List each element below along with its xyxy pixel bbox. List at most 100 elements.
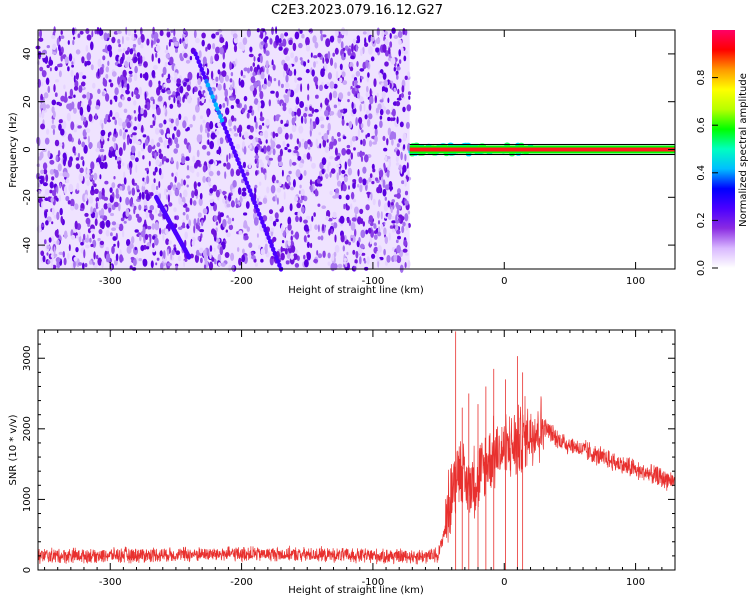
noise-speck <box>41 201 44 209</box>
noise-speck <box>333 251 337 257</box>
noise-speck <box>167 248 169 256</box>
noise-speck <box>44 137 50 145</box>
noise-speck <box>264 130 269 139</box>
noise-speck <box>327 252 331 259</box>
noise-speck <box>127 185 131 192</box>
noise-speck <box>58 194 62 202</box>
noise-speck <box>217 83 222 91</box>
noise-speck <box>282 140 286 147</box>
noise-speck <box>144 233 149 240</box>
noise-speck <box>277 126 283 135</box>
noise-speck <box>230 115 235 122</box>
noise-speck <box>398 39 402 46</box>
noise-speck <box>135 213 140 219</box>
noise-speck <box>355 85 361 89</box>
noise-speck <box>314 41 319 49</box>
noise-speck <box>342 245 345 252</box>
noise-speck <box>72 27 75 36</box>
noise-speck <box>232 180 237 188</box>
noise-speck <box>250 76 256 84</box>
noise-speck <box>200 233 203 239</box>
noise-speck <box>168 95 171 101</box>
noise-speck <box>44 239 47 245</box>
noise-speck <box>350 203 353 210</box>
noise-speck <box>129 59 134 68</box>
noise-speck <box>366 85 369 93</box>
noise-speck <box>295 96 300 105</box>
streak-point <box>208 90 214 96</box>
noise-speck <box>298 125 304 134</box>
noise-speck <box>346 144 351 149</box>
noise-speck <box>94 113 98 121</box>
noise-speck <box>219 46 224 55</box>
noise-speck <box>138 204 142 211</box>
noise-speck <box>99 67 104 75</box>
noise-speck <box>315 94 319 99</box>
noise-speck <box>342 80 348 85</box>
noise-speck <box>86 103 91 113</box>
noise-speck <box>395 214 398 223</box>
noise-speck <box>348 185 350 190</box>
noise-speck <box>223 162 227 167</box>
noise-speck <box>254 262 258 267</box>
noise-speck <box>136 189 140 193</box>
noise-speck <box>357 183 360 188</box>
noise-speck <box>96 162 100 166</box>
noise-speck <box>170 157 174 163</box>
noise-speck <box>152 171 156 176</box>
noise-speck <box>56 239 60 245</box>
noise-speck <box>49 169 55 175</box>
streak-point <box>264 231 270 237</box>
noise-speck <box>56 211 60 221</box>
noise-speck <box>165 53 170 59</box>
noise-speck <box>167 185 172 191</box>
noise-speck <box>323 133 329 141</box>
noise-speck <box>243 67 248 72</box>
noise-speck <box>40 93 43 102</box>
noise-speck <box>119 185 123 191</box>
noise-speck <box>131 135 137 144</box>
noise-speck <box>288 39 293 46</box>
noise-speck <box>215 46 221 54</box>
noise-speck <box>175 48 178 53</box>
noise-speck <box>398 59 402 64</box>
noise-speck <box>150 138 155 147</box>
noise-speck <box>41 53 46 59</box>
noise-speck <box>146 246 150 250</box>
noise-speck <box>62 171 68 178</box>
noise-speck <box>105 229 110 237</box>
noise-speck <box>261 148 264 153</box>
noise-speck <box>401 180 405 185</box>
noise-speck <box>228 193 232 202</box>
noise-speck <box>262 197 268 204</box>
streak-point <box>243 176 248 182</box>
noise-speck <box>400 151 403 161</box>
noise-speck <box>167 73 171 81</box>
noise-speck <box>51 99 57 106</box>
noise-speck <box>138 258 142 262</box>
noise-speck <box>84 263 88 268</box>
noise-speck <box>289 203 293 212</box>
noise-speck <box>383 227 387 236</box>
streak-point <box>230 145 236 151</box>
noise-speck <box>92 82 96 89</box>
x-tick-label: -100 <box>362 577 385 588</box>
noise-speck <box>353 147 356 151</box>
snr-ylabel: SNR (10 * v/v) <box>8 414 19 485</box>
noise-speck <box>384 155 388 162</box>
noise-speck <box>122 48 126 52</box>
noise-speck <box>115 253 119 262</box>
noise-speck <box>160 129 164 136</box>
noise-speck <box>60 54 63 62</box>
noise-speck <box>271 140 276 148</box>
noise-speck <box>333 104 338 109</box>
noise-speck <box>294 231 300 240</box>
noise-speck <box>164 188 167 196</box>
noise-speck <box>398 138 402 143</box>
noise-speck <box>153 31 159 41</box>
noise-speck <box>360 139 363 145</box>
noise-speck <box>107 203 112 208</box>
noise-speck <box>47 85 51 93</box>
noise-speck <box>382 179 386 189</box>
noise-speck <box>219 37 225 44</box>
